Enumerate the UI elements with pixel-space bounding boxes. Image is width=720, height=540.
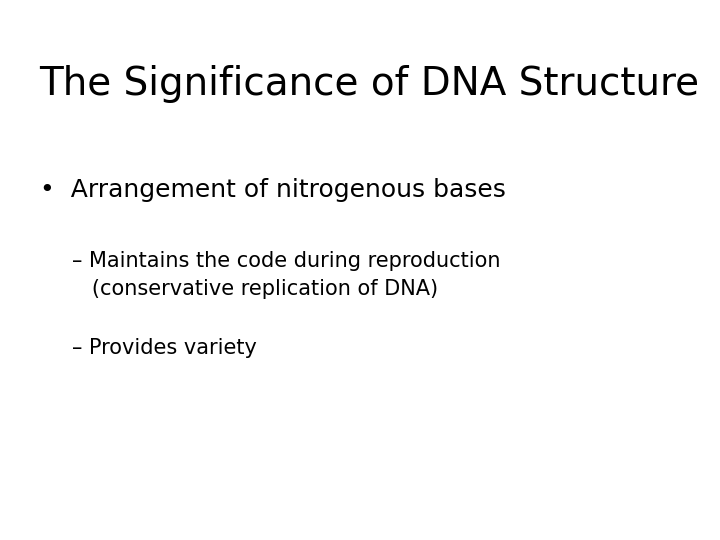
Text: – Provides variety: – Provides variety	[72, 338, 257, 357]
Text: The Significance of DNA Structure: The Significance of DNA Structure	[40, 65, 700, 103]
Text: •  Arrangement of nitrogenous bases: • Arrangement of nitrogenous bases	[40, 178, 505, 202]
Text: – Maintains the code during reproduction
   (conservative replication of DNA): – Maintains the code during reproduction…	[72, 251, 500, 299]
